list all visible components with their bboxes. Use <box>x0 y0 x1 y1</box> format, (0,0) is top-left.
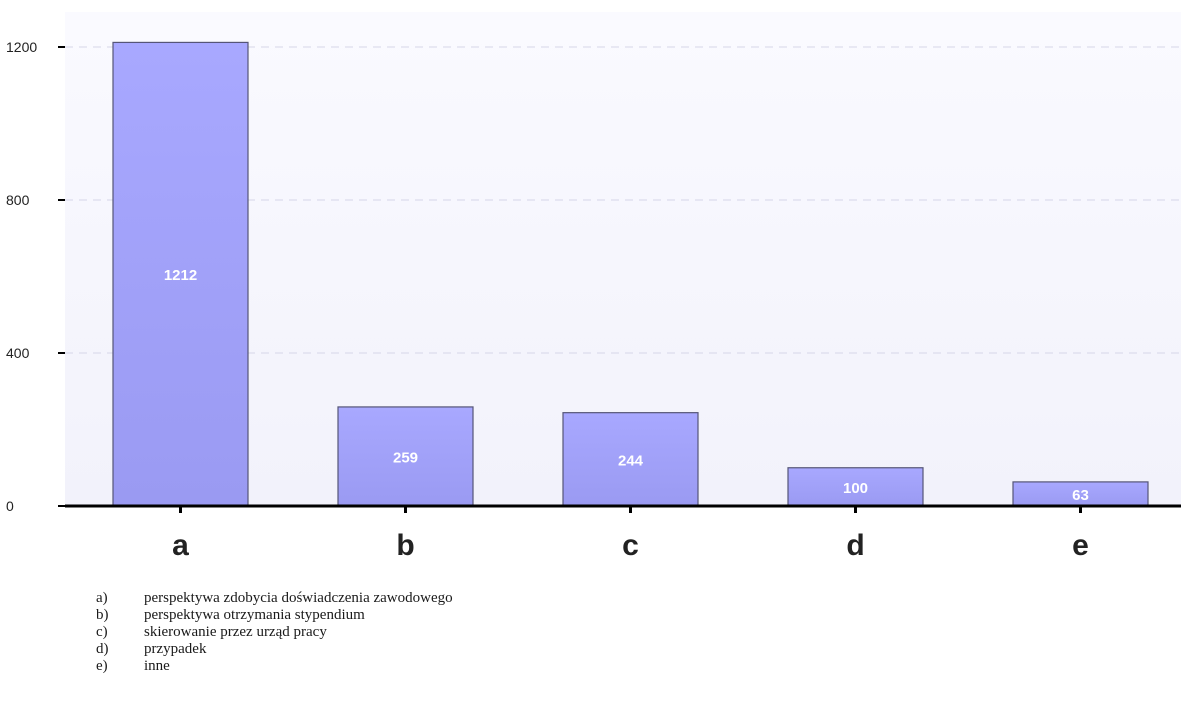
bar-a <box>112 41 249 507</box>
legend-item-c: c) skierowanie przez urząd pracy <box>96 624 453 641</box>
x-tick-label-b: b <box>396 529 414 562</box>
category-legend: a) perspektywa zdobycia doświadczenia za… <box>96 590 453 675</box>
bar-c <box>562 412 699 507</box>
bar-labels: 1212 259 244 100 63 <box>164 267 1089 504</box>
data-label-b: 259 <box>393 449 418 466</box>
data-label-d: 100 <box>843 480 868 497</box>
data-label-e: 63 <box>1072 487 1089 504</box>
x-tick-label-a: a <box>172 529 189 562</box>
legend-text: perspektywa otrzymania stypendium <box>144 607 365 623</box>
legend-key: e) <box>96 658 108 674</box>
bar-d <box>787 467 924 507</box>
legend-text: inne <box>144 658 170 674</box>
x-tick-label-d: d <box>846 529 864 562</box>
x-axis-ticks: a b c d e <box>172 506 1089 562</box>
legend-text: skierowanie przez urząd pracy <box>144 624 327 640</box>
legend-text: perspektywa zdobycia doświadczenia zawod… <box>144 590 453 606</box>
legend-item-e: e) inne <box>96 658 453 675</box>
legend-item-d: d) przypadek <box>96 641 453 658</box>
gridlines <box>65 46 1181 354</box>
legend-key: d) <box>96 641 109 657</box>
bar-e <box>1012 481 1149 507</box>
y-axis-ticks: 0 400 800 1200 <box>6 39 65 514</box>
legend-key: b) <box>96 607 109 623</box>
legend-key: c) <box>96 624 108 640</box>
y-tick-label: 800 <box>6 192 30 208</box>
y-tick-label: 1200 <box>6 39 37 55</box>
legend-item-a: a) perspektywa zdobycia doświadczenia za… <box>96 590 453 607</box>
y-tick-label: 0 <box>6 498 14 514</box>
legend-item-b: b) perspektywa otrzymania stypendium <box>96 607 453 624</box>
data-label-a: 1212 <box>164 267 197 284</box>
x-tick-label-c: c <box>622 529 639 562</box>
x-tick-label-e: e <box>1072 529 1089 562</box>
bar-chart: 1212 259 244 100 63 0 400 800 1200 a b c d e <box>6 12 1181 562</box>
legend-key: a) <box>96 590 108 606</box>
legend-text: przypadek <box>144 641 207 657</box>
y-tick-label: 400 <box>6 345 30 361</box>
data-label-c: 244 <box>618 452 644 469</box>
bars <box>112 41 1149 507</box>
